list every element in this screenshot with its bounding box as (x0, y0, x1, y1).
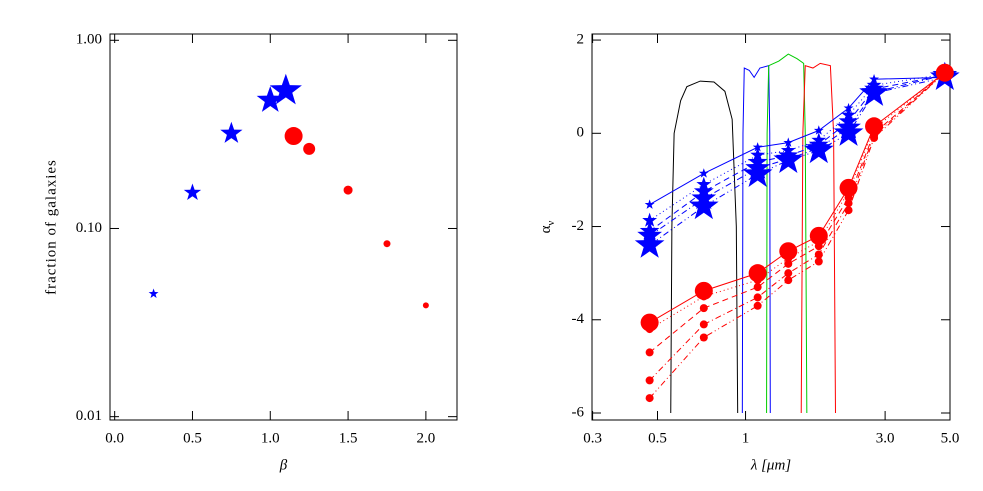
circle-marker (748, 264, 767, 283)
circle-marker (753, 293, 762, 302)
x-tick-label: 0.5 (648, 430, 667, 446)
x-tick-label: 1 (742, 430, 750, 446)
circle-marker (844, 199, 853, 208)
y-tick-label: -6 (572, 404, 585, 420)
circle-marker (753, 276, 762, 285)
y-axis-label-main: α (538, 225, 554, 233)
x-tick-label: 3.0 (876, 430, 895, 446)
y-axis-label: fraction of galaxies (43, 159, 59, 295)
star-marker (783, 137, 794, 147)
circle-marker (303, 142, 316, 155)
circle-marker (753, 301, 762, 310)
x-tick-label: 2.0 (417, 430, 436, 446)
filter-curve (766, 53, 808, 414)
circle-marker (699, 320, 708, 329)
y-tick-label: -2 (572, 218, 585, 234)
x-tick-label: 5.0 (941, 430, 960, 446)
circle-marker (784, 254, 793, 263)
filter-curve (741, 65, 771, 414)
circle-marker (640, 313, 659, 332)
plot-frame (109, 33, 458, 421)
circle-marker (814, 242, 823, 251)
circle-marker (694, 281, 713, 300)
y-tick-label: 0.10 (76, 220, 102, 236)
star-marker (813, 125, 824, 135)
circle-marker (779, 242, 798, 261)
circle-marker (343, 185, 353, 195)
star-marker (859, 77, 889, 106)
circle-marker (284, 127, 303, 146)
y-tick-label: 2 (577, 31, 585, 47)
star-marker (634, 229, 665, 258)
star-marker (752, 142, 763, 152)
star-marker (642, 212, 658, 227)
circle-marker (645, 376, 654, 385)
star-marker (644, 199, 655, 209)
series-line (649, 72, 946, 381)
x-tick-label: 1.0 (261, 430, 280, 446)
series-line (649, 72, 946, 324)
x-tick-label: 1.5 (339, 430, 358, 446)
y-axis-label-sub: ν (545, 221, 557, 226)
circle-marker (645, 348, 654, 357)
y-axis-label: αν (538, 221, 556, 234)
circle-marker (814, 250, 823, 259)
star-marker (148, 288, 159, 298)
x-tick-label: 0.0 (105, 430, 124, 446)
circle-marker (814, 257, 823, 266)
star-marker (773, 144, 804, 173)
circle-marker (809, 226, 828, 245)
star-marker (183, 183, 202, 201)
circle-marker (844, 193, 853, 202)
x-axis-label: λ [μm] (750, 457, 791, 473)
star-marker (256, 85, 284, 112)
x-tick-label: 0.3 (583, 430, 602, 446)
series-line (649, 72, 946, 330)
circle-marker (753, 283, 762, 292)
circle-marker (699, 304, 708, 313)
circle-marker (699, 333, 708, 342)
filter-curve (670, 80, 739, 414)
star-marker (698, 168, 709, 178)
series-line (649, 76, 945, 206)
star-marker (269, 73, 302, 105)
y-tick-label: 1.00 (76, 32, 102, 48)
circle-marker (699, 292, 708, 301)
plot-frame (591, 33, 951, 421)
filter-curve (800, 62, 836, 414)
circle-marker (784, 269, 793, 278)
circle-marker (422, 302, 429, 309)
circle-marker (940, 68, 949, 77)
star-marker (688, 190, 719, 220)
circle-marker (784, 276, 793, 285)
circle-marker (784, 259, 793, 268)
x-axis-label: β (279, 457, 288, 473)
y-tick-label: -4 (572, 311, 585, 327)
y-tick-label: 0 (577, 125, 585, 141)
star-marker (803, 134, 834, 164)
circle-marker (383, 240, 391, 248)
star-marker (833, 117, 864, 146)
x-tick-label: 0.5 (183, 430, 202, 446)
series-line (649, 72, 946, 353)
circle-marker (844, 206, 853, 215)
circle-marker (645, 394, 654, 403)
y-tick-label: 0.01 (76, 408, 102, 424)
circle-marker (870, 133, 879, 142)
star-marker (220, 121, 243, 143)
series-line (649, 72, 946, 399)
circle-marker (645, 325, 654, 334)
star-marker (742, 158, 773, 187)
series-line (649, 76, 945, 246)
